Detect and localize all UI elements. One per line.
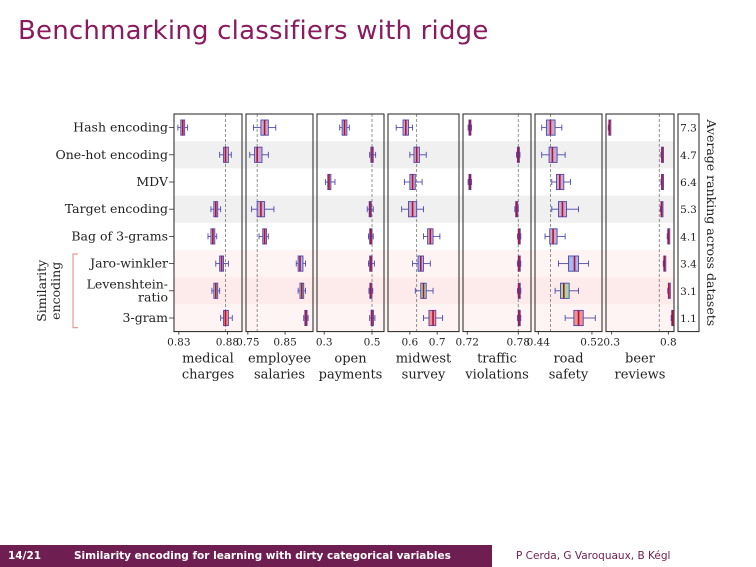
dataset-label: safety [549,368,589,383]
panel-frame [173,113,243,333]
dataset-label: salaries [254,368,305,383]
average-ranking-value: 5.3 [680,204,697,216]
dataset-label: open [334,352,367,367]
x-tick-label: 0.83 [167,337,190,349]
x-tick-label: 0.44 [527,337,551,349]
x-tick-label: 0.3 [603,337,620,349]
x-tick-label: 0.7 [429,337,446,349]
dataset-label: road [553,352,583,367]
slide-title: Benchmarking classifiers with ridge [18,16,489,46]
x-tick-label: 0.72 [456,337,479,349]
x-tick-label: 0.78 [507,337,530,349]
x-tick-label: 0.85 [273,337,296,349]
row-background [174,195,674,223]
x-tick-label: 0.8 [660,337,677,349]
row-label: MDV [136,174,169,189]
average-ranking-value: 1.1 [680,313,697,325]
dataset-label: charges [182,368,234,383]
panel-frame [605,113,675,333]
dataset-label: payments [319,368,383,383]
footer-title: Similarity encoding for learning with di… [74,550,451,562]
dataset-label: midwest [396,352,452,367]
row-label: ratio [138,289,168,304]
slide-footer: 14/21 Similarity encoding for learning w… [0,545,756,567]
average-ranking-value: 4.1 [680,231,697,243]
dataset-label: violations [464,368,529,383]
x-tick-label: 0.88 [216,337,239,349]
x-tick-label: 0.6 [401,337,418,349]
dataset-label: survey [402,368,446,383]
panel-frame [316,113,385,333]
row-label: Bag of 3-grams [71,228,168,243]
footer-bar: 14/21 Similarity encoding for learning w… [0,545,492,567]
average-ranking-value: 3.1 [680,286,697,298]
x-tick-label: 0.52 [580,337,603,349]
dataset-label: employee [248,352,311,367]
similarity-bracket [72,253,78,329]
similarity-group-label: Similarity [34,259,49,322]
panel-frame [534,113,603,333]
page-number: 14/21 [8,550,42,562]
dataset-label: medical [182,352,234,367]
row-label: Target encoding [65,201,168,216]
box [568,255,580,272]
x-tick-label: 0.75 [236,337,259,349]
average-ranking-value: 7.3 [680,123,697,135]
footer-authors: P Cerda, G Varoquaux, B Kégl [516,550,671,562]
average-ranking-axis-label: Average ranking across datasets [704,118,719,326]
panel-frame [245,113,314,333]
panel-frame [387,113,460,333]
row-label: 3-gram [123,310,169,325]
similarity-group-label: encoding [48,262,63,320]
ranking-frame [677,113,700,333]
box [560,282,570,299]
average-ranking-value: 6.4 [680,177,697,189]
box [254,146,263,163]
dataset-label: beer [625,352,656,367]
x-tick-label: 0.3 [316,337,333,349]
dataset-label: traffic [477,352,517,367]
row-label: Levenshtein- [87,276,168,291]
row-label: Hash encoding [73,120,168,135]
row-label: One-hot encoding [55,147,168,162]
row-label: Jaro-winkler [88,256,168,271]
average-ranking-value: 4.7 [680,150,697,162]
average-ranking-value: 3.4 [680,259,697,271]
dataset-label: reviews [615,368,666,383]
x-tick-label: 0.5 [364,337,381,349]
benchmark-boxplot-chart: Hash encoding One-hot encoding MDV Target e… [34,113,719,383]
panel-frame [462,113,532,333]
